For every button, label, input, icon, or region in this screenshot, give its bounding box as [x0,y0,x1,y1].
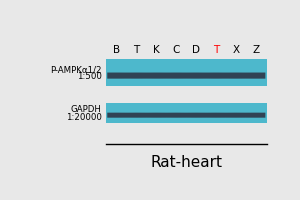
Text: C: C [172,45,180,55]
Polygon shape [107,113,266,118]
Text: GAPDH: GAPDH [70,105,101,114]
Text: D: D [192,45,200,55]
Bar [106,59,266,86]
Polygon shape [107,73,266,79]
Text: B: B [112,45,120,55]
Text: T: T [213,45,220,55]
Text: X: X [233,45,240,55]
Bar [106,103,266,123]
Text: P-AMPKα1/2: P-AMPKα1/2 [50,65,101,74]
Text: Z: Z [253,45,260,55]
Text: K: K [153,45,160,55]
Text: Rat-heart: Rat-heart [150,155,222,170]
Text: 1:20000: 1:20000 [66,113,101,122]
Text: T: T [133,45,139,55]
Text: 1:500: 1:500 [76,72,101,81]
